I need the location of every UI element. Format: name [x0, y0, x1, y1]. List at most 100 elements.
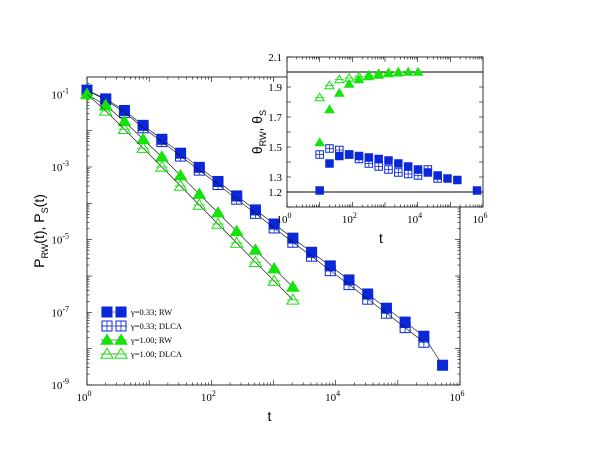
data-point — [392, 66, 404, 76]
data-point — [117, 114, 132, 127]
y-tick-label: 1.9 — [268, 82, 282, 94]
data-point-cross — [343, 279, 354, 290]
data-point — [333, 87, 345, 97]
x-axis-label: t — [379, 230, 383, 246]
data-point-cross — [175, 151, 186, 162]
data-point-cross — [345, 150, 353, 159]
x-tick-label: 106 — [450, 389, 465, 404]
data-point — [136, 132, 151, 145]
data-point-cross — [269, 222, 280, 233]
data-point — [285, 280, 300, 292]
x-axis-label: t — [268, 408, 272, 424]
legend-marker — [114, 347, 128, 359]
data-point-cross — [384, 165, 393, 174]
legend-item: γ=1.00; DLCA — [100, 347, 183, 359]
data-point-cross — [424, 165, 432, 174]
data-point — [363, 69, 375, 79]
data-point — [324, 104, 335, 114]
data-point — [343, 72, 355, 82]
series-line — [86, 94, 294, 301]
x-tick-label: 102 — [342, 211, 357, 226]
data-point — [248, 255, 263, 267]
legend-marker — [101, 306, 113, 318]
data-point — [211, 206, 225, 218]
x-tick-label: 104 — [407, 211, 422, 226]
x-tick-label: 106 — [473, 211, 488, 226]
data-point-cross — [381, 308, 392, 319]
plot-frame — [286, 56, 484, 208]
y-tick-label: 2.1 — [268, 52, 282, 64]
data-point-cross — [365, 159, 373, 168]
data-point-cross — [400, 322, 411, 333]
legend: γ=0.33; RW γ=0.33; DLCA γ=1.00; RW γ=1.00; … — [100, 306, 183, 359]
data-point — [353, 71, 365, 81]
data-point-cross — [306, 251, 317, 262]
y-tick-label: 1.2 — [268, 187, 282, 199]
series-3 — [80, 87, 300, 305]
data-point-cross — [315, 150, 324, 159]
data-point — [402, 66, 414, 76]
data-point — [136, 141, 151, 153]
data-point — [211, 217, 225, 229]
x-tick-label: 100 — [77, 389, 92, 404]
data-point-cross — [325, 265, 336, 276]
data-point-cross — [374, 162, 383, 171]
data-point-cross — [325, 144, 334, 153]
y-tick-label: 10-1 — [51, 86, 69, 101]
legend-item: γ=0.33; DLCA — [101, 320, 183, 332]
data-point-cross — [335, 146, 344, 154]
legend-marker — [100, 347, 114, 359]
y-tick-label: 1.3 — [268, 172, 282, 184]
legend-marker-cross — [102, 321, 112, 331]
x-tick-label: 104 — [325, 389, 340, 404]
data-point — [98, 104, 113, 116]
legend-label: γ=1.00; DLCA — [130, 349, 183, 359]
x-tick-label: 102 — [201, 389, 216, 404]
legend-item: γ=0.33; RW — [101, 306, 172, 318]
y-tick-label: 1.7 — [268, 112, 282, 124]
data-point-cross — [231, 194, 242, 205]
y-tick-label: 10-3 — [51, 159, 69, 174]
series-1 — [315, 144, 442, 183]
data-point-cross — [194, 165, 205, 176]
legend-label: γ=1.00; RW — [130, 335, 172, 345]
data-point — [324, 80, 335, 90]
data-point-cross — [433, 174, 442, 183]
x-tick-label: 100 — [277, 211, 292, 226]
data-point — [403, 162, 413, 171]
data-point — [117, 122, 132, 134]
data-point — [384, 156, 393, 165]
data-point — [353, 74, 365, 84]
y-axis-label: PRW(t), PS(t) — [31, 194, 50, 268]
y-tick-label: 1.5 — [268, 142, 282, 154]
data-point-cross — [287, 237, 298, 248]
data-point — [285, 293, 300, 305]
legend-label: γ=0.33; RW — [130, 307, 172, 317]
data-point — [229, 224, 244, 237]
data-point — [343, 78, 355, 88]
data-point — [173, 179, 188, 191]
data-point — [314, 92, 326, 102]
data-point — [412, 66, 424, 76]
legend-marker — [115, 306, 127, 318]
legend-marker-cross — [116, 321, 126, 331]
legend-marker — [100, 333, 114, 345]
legend-marker — [114, 333, 128, 345]
data-point-cross — [355, 155, 363, 163]
data-point-cross — [250, 208, 261, 219]
data-point-cross — [414, 171, 422, 180]
data-point-cross — [418, 337, 429, 348]
data-point — [394, 159, 403, 168]
data-point — [192, 198, 207, 210]
y-tick-label: 10-9 — [51, 377, 69, 392]
data-point — [154, 160, 169, 172]
series-3 — [314, 66, 404, 102]
data-point — [374, 154, 383, 164]
y-axis-label: θRW, θS — [249, 110, 268, 154]
data-point — [453, 175, 462, 185]
data-point-cross — [156, 136, 167, 147]
data-point — [314, 137, 326, 147]
data-point — [373, 68, 385, 78]
legend-label: γ=0.33; DLCA — [130, 321, 183, 331]
